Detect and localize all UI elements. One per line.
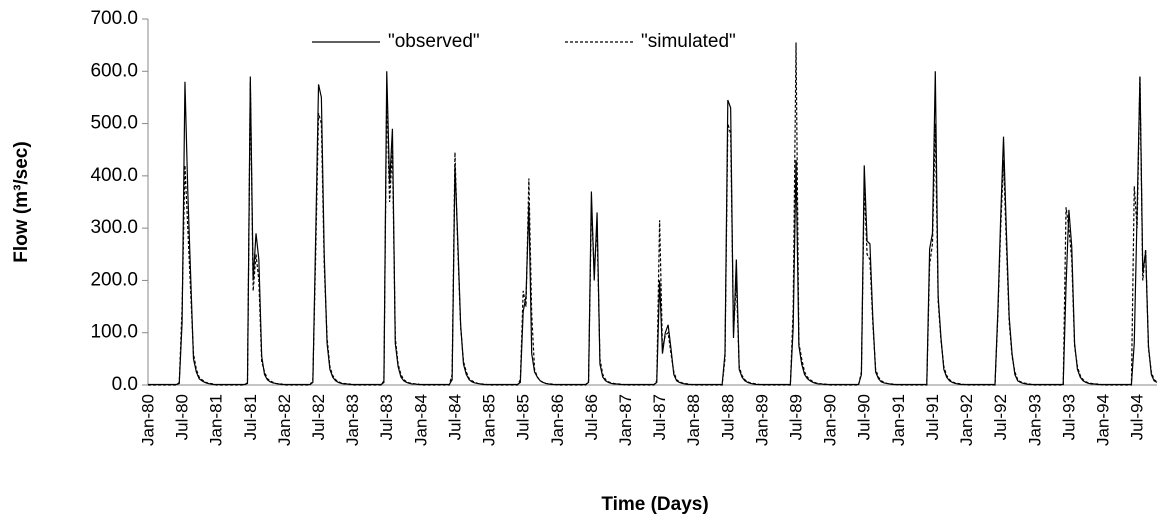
x-tick-label: Jan-89 (752, 394, 771, 446)
x-tick-label: Jan-92 (957, 394, 976, 446)
x-tick-label: Jan-85 (480, 394, 499, 446)
x-tick-label: Jan-81 (207, 394, 226, 446)
y-tick-label: 300.0 (90, 217, 138, 238)
x-tick-label: Jul-89 (787, 394, 806, 440)
y-axis-title: Flow (m³/sec) (11, 141, 32, 262)
x-tick-label: Jul-90 (855, 394, 874, 440)
y-tick-label: 100.0 (90, 322, 138, 343)
x-tick-label: Jan-90 (821, 394, 840, 446)
x-tick-label: Jul-87 (650, 394, 669, 440)
x-axis-title: Time (Days) (601, 494, 708, 515)
legend-label: "simulated" (641, 31, 736, 52)
x-tick-label: Jan-88 (684, 394, 703, 446)
x-tick-label: Jan-94 (1093, 394, 1112, 446)
y-tick-label: 500.0 (90, 113, 138, 134)
x-tick-label: Jul-85 (514, 394, 533, 440)
x-tick-label: Jul-86 (582, 394, 601, 440)
y-tick-label: 0.0 (112, 374, 138, 395)
x-tick-label: Jul-91 (923, 394, 942, 440)
y-tick-label: 700.0 (90, 8, 138, 29)
x-tick-label: Jan-86 (548, 394, 567, 446)
x-tick-label: Jul-88 (718, 394, 737, 440)
y-tick-label: 200.0 (90, 269, 138, 290)
x-tick-label: Jul-80 (173, 394, 192, 440)
x-tick-label: Jan-93 (1025, 394, 1044, 446)
x-tick-label: Jul-92 (991, 394, 1010, 440)
x-tick-label: Jan-83 (343, 394, 362, 446)
x-tick-label: Jul-83 (377, 394, 396, 440)
y-tick-label: 600.0 (90, 60, 138, 81)
x-tick-label: Jul-94 (1128, 394, 1147, 440)
x-tick-label: Jan-80 (138, 394, 157, 446)
legend-label: "observed" (388, 31, 480, 52)
x-tick-label: Jul-93 (1059, 394, 1078, 440)
y-tick-label: 400.0 (90, 165, 138, 186)
x-tick-label: Jul-81 (241, 394, 260, 440)
series-line (148, 42, 1158, 386)
x-tick-label: Jul-84 (445, 394, 464, 440)
x-tick-label: Jan-82 (275, 394, 294, 446)
x-tick-label: Jan-91 (889, 394, 908, 446)
x-tick-label: Jan-87 (616, 394, 635, 446)
x-tick-label: Jul-82 (309, 394, 328, 440)
x-tick-label: Jan-84 (411, 394, 430, 446)
